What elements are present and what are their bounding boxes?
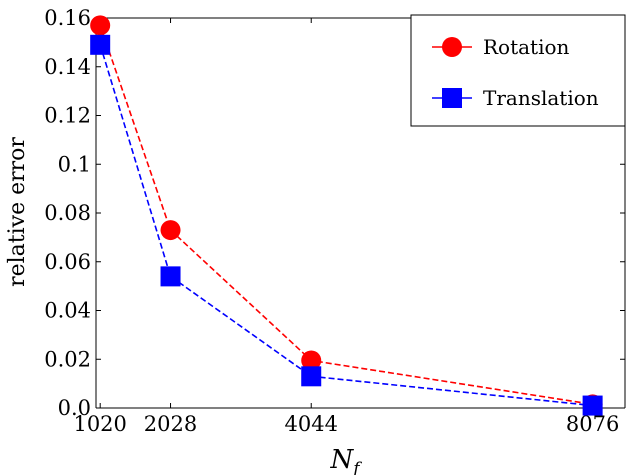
y-tick-label: 0.14 [44,55,91,79]
data-point-rotation [90,15,111,36]
x-axis-label-main: N [329,445,354,475]
series-line-rotation [99,25,593,406]
y-tick-label: 0.12 [44,104,91,128]
data-point-rotation [301,350,322,371]
legend-entry-rotation: Rotation [432,35,570,59]
series-translation [90,34,603,416]
x-tick-label: 2028 [144,412,197,436]
y-tick-labels: 0.0 0.02 0.04 0.06 0.08 0.1 0.12 0.14 0.16 [44,6,91,420]
legend-entry-translation: Translation [432,86,599,110]
y-tick-label: 0.08 [44,201,91,225]
legend-marker-rotation [442,37,462,57]
data-point-rotation [160,220,181,241]
data-point-translation [582,395,603,416]
x-tick-label: 1020 [73,412,126,436]
y-tick-label: 0.06 [44,250,91,274]
legend: Rotation Translation [410,14,626,127]
x-axis-label-subscript: f [351,459,362,475]
y-tick-label: 0.16 [44,6,91,30]
y-tick-label: 0.0 [58,396,91,420]
legend-marker-translation [442,88,462,108]
y-tick-label: 0.04 [44,299,91,323]
legend-label-translation: Translation [483,86,599,110]
legend-label-rotation: Rotation [483,35,570,59]
data-point-translation [160,266,181,287]
data-point-translation [301,366,322,387]
x-tick-labels: 1020 2028 4044 8076 [73,412,619,436]
series-line-translation [99,44,593,407]
data-point-translation [90,34,111,55]
series-group [90,15,603,416]
x-tick-label: 8076 [566,412,619,436]
x-axis-label: Nf [329,445,362,475]
x-tick-label: 4044 [285,412,338,436]
y-axis-label: relative error [5,137,30,287]
y-tick-label: 0.1 [58,152,91,176]
y-tick-label: 0.02 [44,347,91,371]
